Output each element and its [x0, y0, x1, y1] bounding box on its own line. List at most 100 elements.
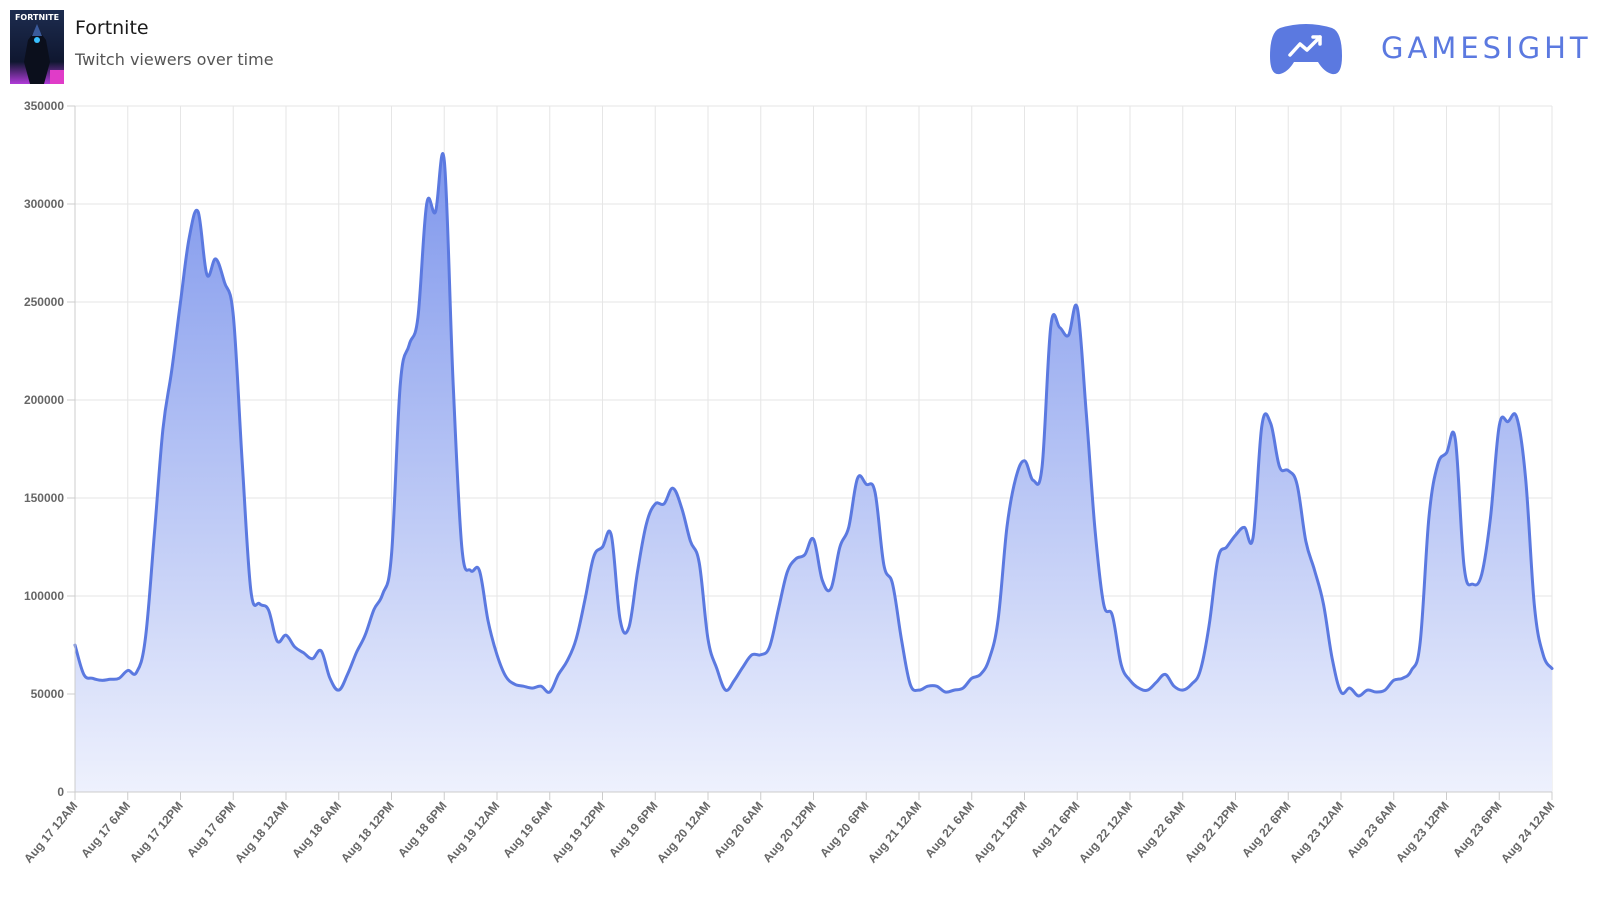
data-point[interactable]: [943, 690, 947, 694]
data-point[interactable]: [636, 569, 640, 573]
data-point[interactable]: [794, 557, 798, 561]
data-point[interactable]: [1524, 476, 1528, 480]
data-point[interactable]: [645, 522, 649, 526]
data-point[interactable]: [627, 625, 631, 629]
data-point[interactable]: [1093, 525, 1097, 529]
data-point[interactable]: [284, 633, 288, 637]
data-point[interactable]: [310, 657, 314, 661]
data-point[interactable]: [750, 653, 754, 657]
data-point[interactable]: [249, 588, 253, 592]
data-point[interactable]: [1304, 539, 1308, 543]
data-point[interactable]: [917, 688, 921, 692]
data-point[interactable]: [179, 300, 183, 304]
data-point[interactable]: [1269, 422, 1273, 426]
data-point[interactable]: [170, 369, 174, 373]
data-point[interactable]: [847, 525, 851, 529]
data-point[interactable]: [1383, 688, 1387, 692]
data-point[interactable]: [697, 561, 701, 565]
data-point[interactable]: [618, 618, 622, 622]
data-point[interactable]: [1339, 690, 1343, 694]
data-point[interactable]: [521, 684, 525, 688]
data-point[interactable]: [1225, 545, 1229, 549]
data-point[interactable]: [390, 553, 394, 557]
data-point[interactable]: [1154, 680, 1158, 684]
data-point[interactable]: [1040, 465, 1044, 469]
data-point[interactable]: [1532, 604, 1536, 608]
data-point[interactable]: [1031, 478, 1035, 482]
data-point[interactable]: [671, 486, 675, 490]
data-point[interactable]: [205, 273, 209, 277]
data-point[interactable]: [609, 533, 613, 537]
data-point[interactable]: [231, 314, 235, 318]
data-point[interactable]: [1392, 678, 1396, 682]
data-point[interactable]: [601, 545, 605, 549]
data-point[interactable]: [1163, 672, 1167, 676]
data-point[interactable]: [513, 682, 517, 686]
data-point[interactable]: [803, 553, 807, 557]
data-point[interactable]: [1445, 451, 1449, 455]
data-point[interactable]: [539, 684, 543, 688]
data-point[interactable]: [337, 688, 341, 692]
data-point[interactable]: [724, 688, 728, 692]
data-point[interactable]: [1480, 572, 1484, 576]
data-point[interactable]: [882, 563, 886, 567]
data-point[interactable]: [1418, 641, 1422, 645]
data-point[interactable]: [504, 674, 508, 678]
data-point[interactable]: [1330, 657, 1334, 661]
data-point[interactable]: [979, 672, 983, 676]
data-point[interactable]: [1119, 663, 1123, 667]
data-point[interactable]: [1497, 424, 1501, 428]
data-point[interactable]: [776, 608, 780, 612]
data-point[interactable]: [908, 682, 912, 686]
data-point[interactable]: [873, 490, 877, 494]
data-point[interactable]: [706, 637, 710, 641]
data-point[interactable]: [1102, 602, 1106, 606]
data-point[interactable]: [82, 672, 86, 676]
data-point[interactable]: [1216, 557, 1220, 561]
data-point[interactable]: [1128, 678, 1132, 682]
data-point[interactable]: [1401, 676, 1405, 680]
data-point[interactable]: [1286, 469, 1290, 473]
data-point[interactable]: [680, 506, 684, 510]
data-point[interactable]: [1198, 669, 1202, 673]
data-point[interactable]: [574, 637, 578, 641]
data-point[interactable]: [319, 649, 323, 653]
data-point[interactable]: [1427, 516, 1431, 520]
data-point[interactable]: [477, 569, 481, 573]
data-point[interactable]: [557, 672, 561, 676]
data-point[interactable]: [495, 653, 499, 657]
data-point[interactable]: [856, 476, 860, 480]
data-point[interactable]: [715, 667, 719, 671]
data-point[interactable]: [1471, 582, 1475, 586]
data-point[interactable]: [258, 602, 262, 606]
data-point[interactable]: [1515, 416, 1519, 420]
data-point[interactable]: [864, 482, 868, 486]
data-point[interactable]: [152, 535, 156, 539]
data-point[interactable]: [926, 684, 930, 688]
data-point[interactable]: [759, 653, 763, 657]
data-point[interactable]: [1409, 669, 1413, 673]
data-point[interactable]: [187, 235, 191, 239]
data-point[interactable]: [1489, 516, 1493, 520]
data-point[interactable]: [293, 645, 297, 649]
data-point[interactable]: [970, 676, 974, 680]
data-point[interactable]: [354, 651, 358, 655]
data-point[interactable]: [1436, 463, 1440, 467]
data-point[interactable]: [1005, 525, 1009, 529]
data-point[interactable]: [398, 382, 402, 386]
data-point[interactable]: [688, 539, 692, 543]
data-point[interactable]: [486, 620, 490, 624]
data-point[interactable]: [1357, 694, 1361, 698]
data-point[interactable]: [135, 670, 139, 674]
data-point[interactable]: [768, 645, 772, 649]
data-point[interactable]: [1207, 623, 1211, 627]
data-point[interactable]: [99, 678, 103, 682]
data-point[interactable]: [1146, 688, 1150, 692]
data-point[interactable]: [1058, 326, 1062, 330]
data-point[interactable]: [223, 280, 227, 284]
data-point[interactable]: [583, 598, 587, 602]
data-point[interactable]: [1374, 690, 1378, 694]
data-point[interactable]: [1251, 535, 1255, 539]
data-point[interactable]: [240, 457, 244, 461]
data-point[interactable]: [565, 659, 569, 663]
